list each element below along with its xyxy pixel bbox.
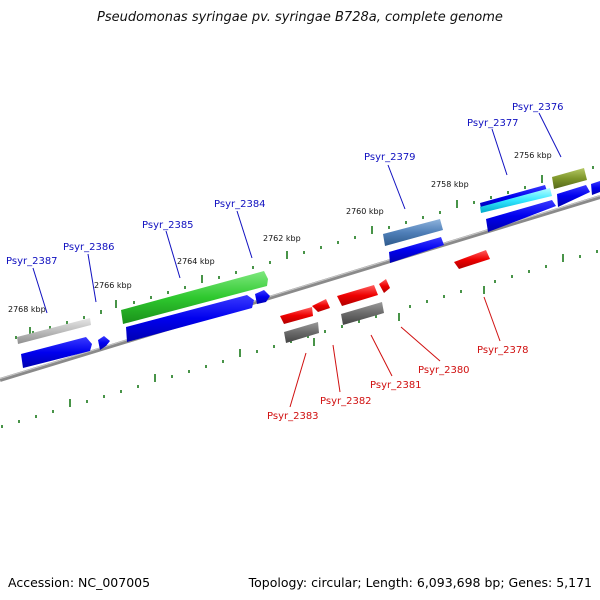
gene-psyr-2383-gray[interactable] bbox=[284, 322, 319, 343]
gene-psyr-2378-red[interactable] bbox=[454, 250, 490, 269]
gene-forward-block-8[interactable] bbox=[591, 181, 600, 195]
gene-label-psyr-2386[interactable]: Psyr_2386 bbox=[63, 242, 115, 253]
gene-forward-block-7[interactable] bbox=[557, 185, 590, 207]
gene-label-psyr-2377[interactable]: Psyr_2377 bbox=[467, 118, 519, 129]
gene-label-psyr-2381[interactable]: Psyr_2381 bbox=[370, 380, 422, 391]
gene-psyr-2376-upper[interactable] bbox=[552, 168, 587, 189]
gene-label-psyr-2387[interactable]: Psyr_2387 bbox=[6, 256, 58, 267]
scale-label: 2760 kbp bbox=[346, 207, 384, 216]
gene-label-psyr-2384[interactable]: Psyr_2384 bbox=[214, 199, 266, 210]
gene-psyr-2387-upper[interactable] bbox=[17, 318, 91, 344]
scale-label: 2758 kbp bbox=[431, 180, 469, 189]
accession-text: Accession: NC_007005 bbox=[8, 575, 151, 590]
gene-psyr-2381-gray[interactable] bbox=[341, 302, 384, 325]
gene-forward-block-4[interactable] bbox=[255, 290, 270, 304]
gene-label-psyr-2383[interactable]: Psyr_2383 bbox=[267, 411, 319, 422]
gene-label-psyr-2385[interactable]: Psyr_2385 bbox=[142, 220, 194, 231]
gene-label-psyr-2382[interactable]: Psyr_2382 bbox=[320, 396, 372, 407]
reverse-leader-lines bbox=[289, 296, 501, 408]
gene-label-psyr-2379[interactable]: Psyr_2379 bbox=[364, 152, 416, 163]
map-title: Pseudomonas syringae pv. syringae B728a,… bbox=[97, 10, 503, 25]
scale-label: 2764 kbp bbox=[177, 257, 215, 266]
gene-psyr-2381-red[interactable] bbox=[337, 285, 378, 306]
gene-psyr-2382-red[interactable] bbox=[312, 299, 330, 312]
scale-label: 2762 kbp bbox=[263, 234, 301, 243]
reverse-tick-track bbox=[1, 250, 598, 428]
gene-psyr-2377-cyan[interactable] bbox=[480, 188, 552, 213]
scale-label: 2756 kbp bbox=[514, 151, 552, 160]
scale-label: 2768 kbp bbox=[8, 305, 46, 314]
gene-forward-block-3[interactable] bbox=[126, 295, 254, 342]
gene-label-psyr-2376[interactable]: Psyr_2376 bbox=[512, 102, 564, 113]
genome-summary-text: Topology: circular; Length: 6,093,698 bp… bbox=[248, 575, 592, 590]
gene-psyr-2385-upper[interactable] bbox=[121, 271, 268, 324]
gene-label-psyr-2378[interactable]: Psyr_2378 bbox=[477, 345, 529, 356]
gene-forward-block-1[interactable] bbox=[21, 337, 92, 368]
gene-psyr-2380-red[interactable] bbox=[379, 279, 390, 293]
gene-psyr-2383-red[interactable] bbox=[280, 307, 313, 324]
forward-leader-lines bbox=[32, 112, 562, 314]
gene-label-psyr-2380[interactable]: Psyr_2380 bbox=[418, 365, 470, 376]
scale-label: 2766 kbp bbox=[94, 281, 132, 290]
gene-forward-block-6[interactable] bbox=[486, 200, 556, 232]
gene-psyr-2379-upper[interactable] bbox=[383, 219, 443, 246]
gene-forward-block-5[interactable] bbox=[389, 237, 444, 263]
gene-forward-block-2[interactable] bbox=[98, 336, 110, 350]
